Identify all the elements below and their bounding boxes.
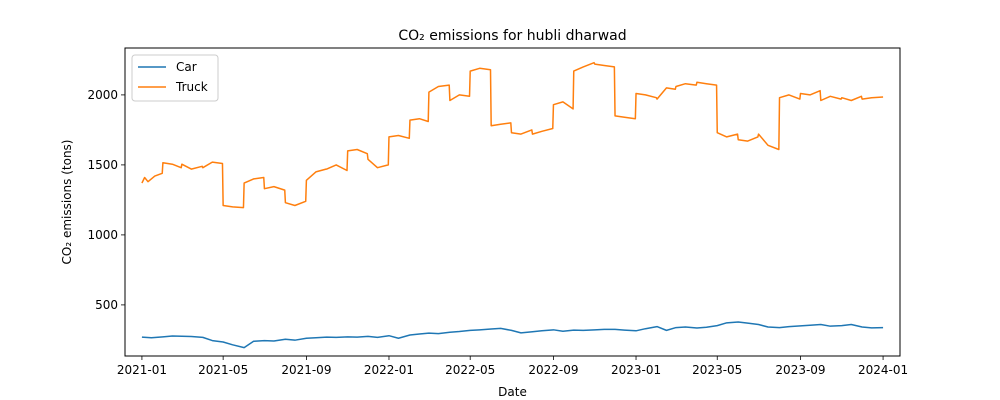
legend-label-car: Car [176, 60, 197, 74]
x-tick-label: 2024-01 [858, 363, 908, 377]
x-axis-title: Date [498, 385, 527, 399]
y-axis-title: CO₂ emissions (tons) [60, 140, 74, 265]
plot-area [124, 47, 901, 357]
x-tick-label: 2021-09 [281, 363, 331, 377]
x-axis: 2021-01 2021-05 2021-09 2022-01 2022-05 2022-… [117, 356, 908, 377]
chart-title: CO₂ emissions for hubli dharwad [398, 28, 626, 44]
x-tick-label: 2021-01 [117, 363, 167, 377]
x-tick-label: 2023-01 [611, 363, 661, 377]
series-line-truck [141, 61, 884, 209]
plot-frame [124, 47, 901, 357]
y-tick-label: 1500 [87, 158, 118, 172]
x-tick-label: 2023-09 [775, 363, 825, 377]
legend: Car Truck [131, 54, 219, 102]
x-tick-label: 2022-05 [445, 363, 495, 377]
x-tick-label: 2022-01 [364, 363, 414, 377]
x-tick-label: 2021-05 [198, 363, 248, 377]
legend-label-truck: Truck [175, 80, 208, 94]
x-tick-label: 2022-09 [528, 363, 578, 377]
legend-box [131, 54, 219, 102]
y-tick-label: 500 [95, 298, 118, 312]
x-tick-label: 2023-05 [692, 363, 742, 377]
y-axis: 500 1000 1500 2000 [87, 88, 125, 312]
series-layer [141, 61, 884, 349]
series-line-car [141, 321, 884, 349]
y-tick-label: 1000 [87, 228, 118, 242]
y-tick-label: 2000 [87, 88, 118, 102]
